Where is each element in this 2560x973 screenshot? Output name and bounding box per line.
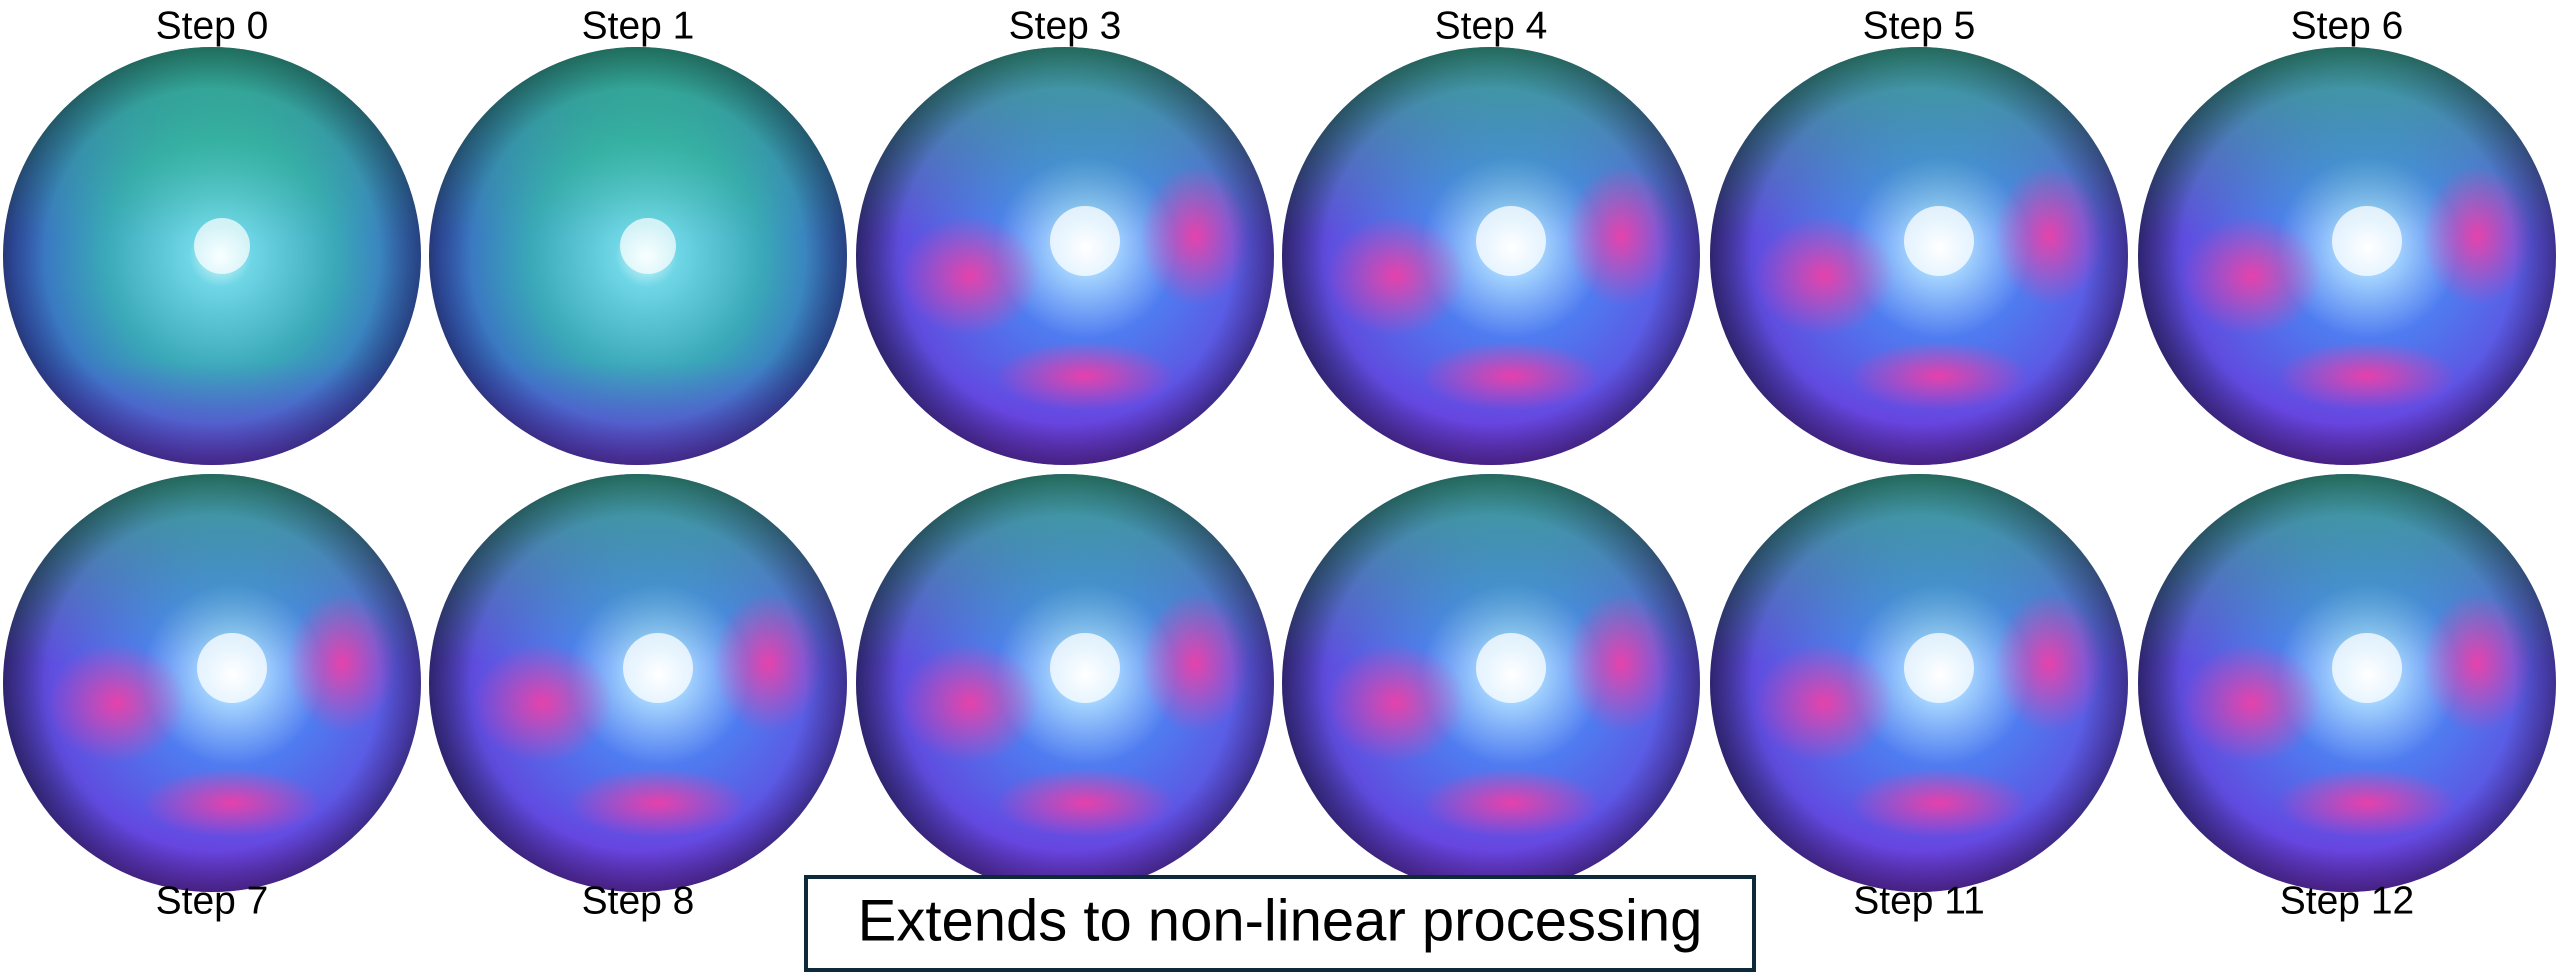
- step-label: Step 3: [1009, 4, 1122, 47]
- step-label: Step 6: [2291, 4, 2404, 47]
- sphere-shade: [856, 474, 1274, 892]
- sphere: [1710, 474, 2128, 892]
- sphere-shade: [3, 47, 421, 465]
- sphere-shade: [2138, 47, 2556, 465]
- step-label: Step 4: [1435, 4, 1548, 47]
- sphere-shade: [429, 474, 847, 892]
- sphere: [2138, 47, 2556, 465]
- step-label: Step 5: [1863, 4, 1976, 47]
- sphere-shade: [1282, 474, 1700, 892]
- step-label: Step 0: [156, 4, 269, 47]
- sphere: [856, 47, 1274, 465]
- sphere-shade: [2138, 474, 2556, 892]
- sphere-shade: [1710, 474, 2128, 892]
- caption: Extends to non-linear processing: [858, 888, 1703, 953]
- sphere: [3, 47, 421, 465]
- sphere-grid: [3, 47, 2556, 892]
- page: Step 0 Step 1 Step 3 Step 4 Step 5 Step 6 Step…: [0, 0, 2560, 973]
- sphere-shade: [429, 47, 847, 465]
- step-label: Step 11: [1853, 879, 1985, 922]
- sphere: [1710, 47, 2128, 465]
- sphere-shade: [856, 47, 1274, 465]
- sphere-shade: [3, 474, 421, 892]
- step-label: Step 7: [156, 879, 269, 922]
- sphere: [2138, 474, 2556, 892]
- sphere: [1282, 474, 1700, 892]
- sphere: [429, 474, 847, 892]
- sphere: [856, 474, 1274, 892]
- step-label: Step 12: [2280, 879, 2414, 922]
- step-label: Step 8: [582, 879, 695, 922]
- sphere: [1282, 47, 1700, 465]
- sphere: [429, 47, 847, 465]
- figure: Step 0 Step 1 Step 3 Step 4 Step 5 Step 6 Step…: [0, 0, 2560, 973]
- sphere: [3, 474, 421, 892]
- sphere-shade: [1710, 47, 2128, 465]
- sphere-shade: [1282, 47, 1700, 465]
- step-label: Step 1: [582, 4, 695, 47]
